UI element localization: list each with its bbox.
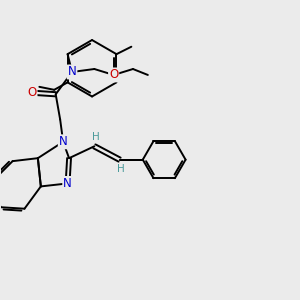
- Text: O: O: [109, 68, 118, 82]
- Text: N: N: [59, 135, 68, 148]
- Text: H: H: [117, 164, 125, 174]
- Text: N: N: [63, 177, 72, 190]
- Text: O: O: [27, 86, 37, 99]
- Text: N: N: [68, 65, 76, 79]
- Text: H: H: [92, 132, 100, 142]
